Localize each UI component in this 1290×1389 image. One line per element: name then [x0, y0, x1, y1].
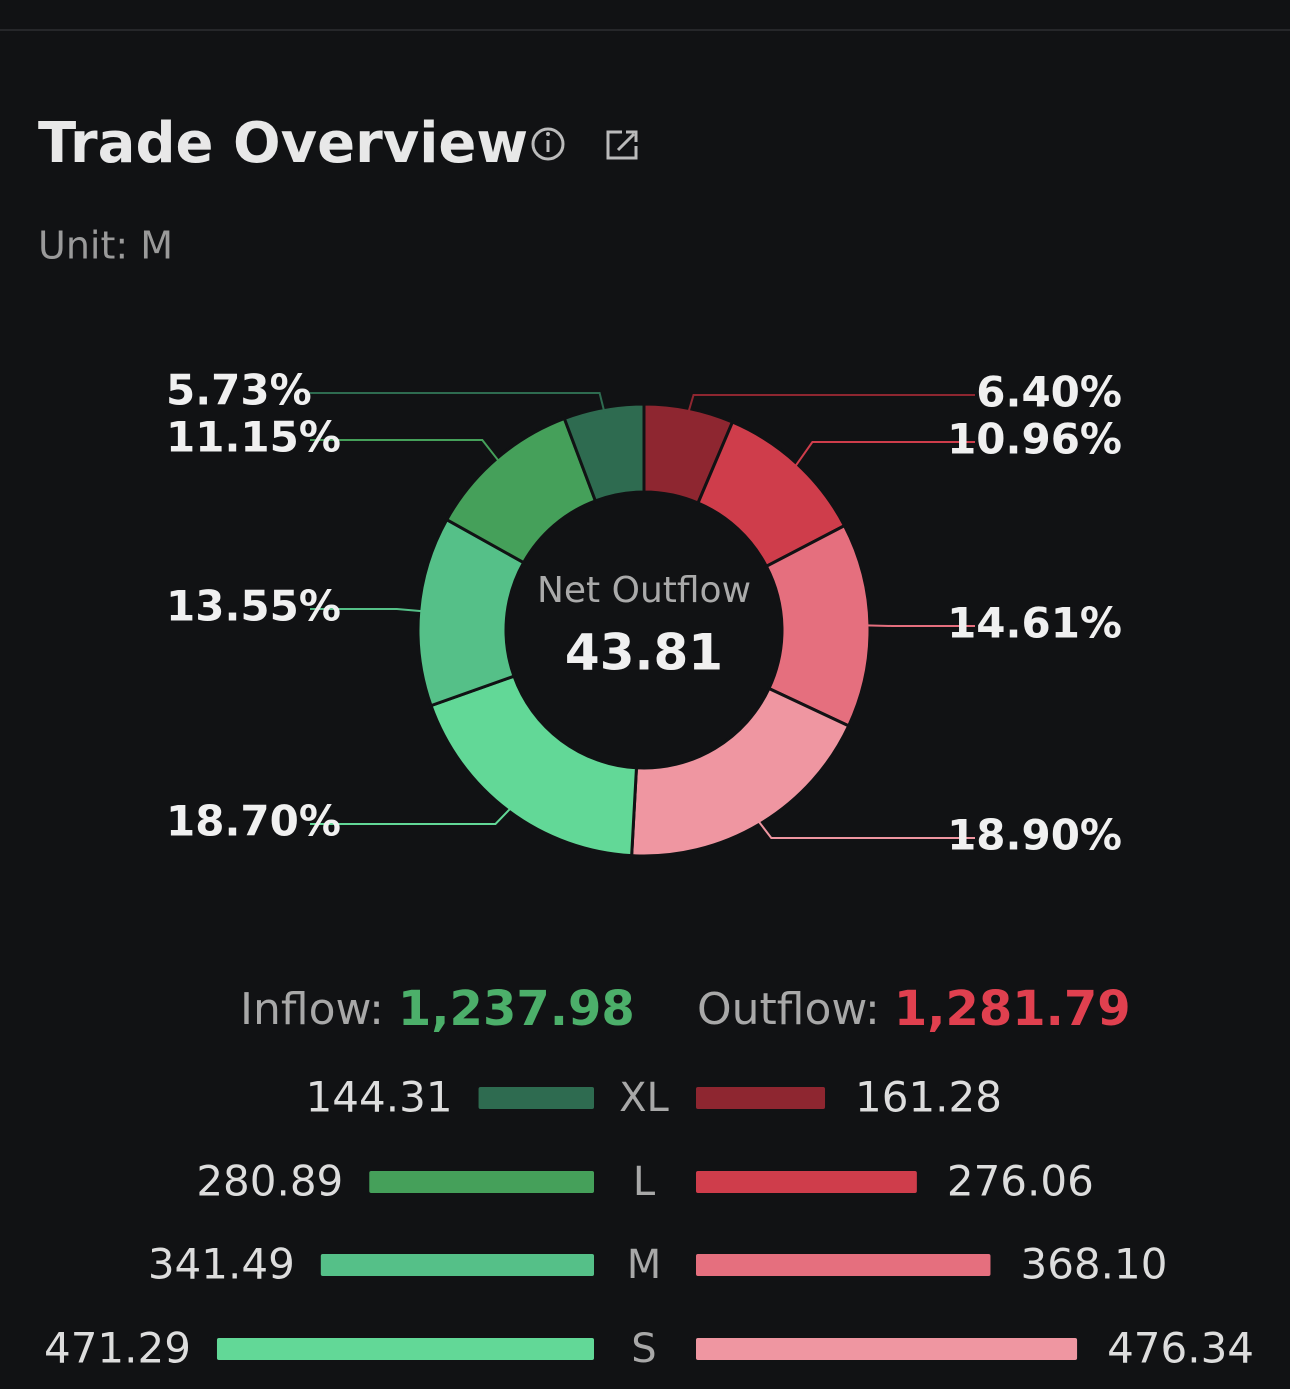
leader-line [310, 439, 501, 463]
bar-value-label: 161.28 [855, 1073, 1002, 1122]
bar-chart: Inflow: 1,237.98 144.31 280.89 341.49 471.29 O… [44, 981, 1254, 1373]
leader-line [310, 608, 423, 613]
center-value: 43.81 [565, 624, 723, 682]
bar [696, 1171, 917, 1193]
bar [216, 1338, 594, 1360]
bar-value-label: 368.10 [1020, 1240, 1167, 1289]
donut-slice [429, 674, 639, 858]
bar-value-label: 471.29 [44, 1324, 191, 1373]
info-icon[interactable] [531, 127, 565, 161]
slice-label: 10.96% [947, 415, 1122, 464]
leader-line [793, 441, 975, 468]
leader-line [310, 392, 606, 412]
slice-label: 11.15% [166, 413, 341, 462]
bar-value-label: 476.34 [1107, 1324, 1254, 1373]
unit-label: Unit: M [38, 224, 173, 268]
category-label: XL [619, 1075, 669, 1121]
bar [369, 1171, 594, 1193]
leader-line [687, 394, 975, 413]
share-icon[interactable] [606, 130, 638, 160]
bar [320, 1254, 594, 1276]
bar-value-label: 276.06 [947, 1157, 1094, 1206]
category-label: S [631, 1326, 656, 1372]
donut-chart: 6.40%10.96% 14.61% 18.90% 18.70% 13.55% 11.15… [166, 366, 1122, 860]
leader-line [310, 807, 512, 825]
slice-label: 14.61% [947, 599, 1122, 648]
category-label: M [627, 1242, 662, 1288]
slice-label: 5.73% [166, 366, 312, 415]
title: Trade Overview [38, 111, 528, 176]
total-value: 1,281.79 [894, 981, 1131, 1037]
total-label: Outflow: [697, 984, 880, 1035]
slice-label: 18.90% [947, 811, 1122, 860]
bar-value-label: 280.89 [196, 1157, 343, 1206]
donut-slice [630, 686, 851, 858]
bar [478, 1087, 594, 1109]
leader-line [865, 624, 975, 627]
total-value: 1,237.98 [398, 981, 635, 1037]
bar-value-label: 144.31 [306, 1073, 453, 1122]
bar [696, 1087, 826, 1109]
slice-label: 6.40% [976, 368, 1122, 417]
leader-line [757, 819, 975, 839]
donut-slice [562, 402, 646, 503]
slice-label: 13.55% [166, 582, 341, 631]
bar-value-label: 341.49 [148, 1240, 295, 1289]
slice-label: 18.70% [166, 797, 341, 846]
center-label: Net Outflow [537, 570, 751, 611]
total-label: Inflow: [240, 984, 384, 1035]
bar [696, 1254, 991, 1276]
category-label: L [633, 1159, 656, 1205]
bar [696, 1338, 1078, 1360]
